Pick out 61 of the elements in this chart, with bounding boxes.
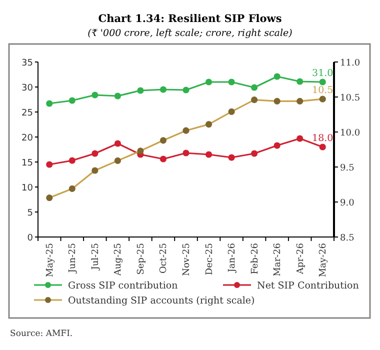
y2-tick-label: 9.5: [340, 164, 355, 174]
point: [274, 73, 280, 80]
source-note: Source: AMFI.: [10, 329, 73, 339]
y-tick-label: 35: [22, 58, 33, 68]
point: [251, 150, 258, 157]
legend-label: Outstanding SIP accounts (right scale): [68, 296, 255, 306]
x-tick-label: Mar-26: [273, 242, 284, 276]
y2-tick-label: 10.5: [340, 94, 360, 104]
point: [205, 78, 212, 86]
x-tick-label: Oct-25: [159, 242, 170, 274]
x-tick-label: Feb-26: [250, 242, 260, 274]
point: [160, 86, 167, 93]
x-tick-label: May-25: [45, 242, 56, 278]
y-tick-label: 30: [22, 84, 34, 94]
point: [205, 151, 212, 158]
x-tick-label: Aug-25: [114, 242, 124, 277]
y-tick-label: 0: [27, 234, 34, 244]
y2-tick-label: 10.0: [340, 128, 360, 138]
y-tick-label: 10: [22, 184, 34, 194]
point: [228, 78, 235, 86]
point: [228, 154, 235, 161]
point: [274, 142, 280, 149]
point: [114, 140, 121, 147]
point: [68, 157, 76, 164]
x-tick-label: Jul-25: [90, 242, 101, 271]
point: [251, 84, 258, 91]
legend-label: Gross SIP contribution: [68, 280, 178, 292]
point: [92, 150, 98, 157]
y-tick-label: 5: [27, 208, 33, 218]
y-tick-label: 25: [22, 108, 33, 118]
point: [114, 92, 121, 100]
chart-subtitle: (₹ '000 crore, left scale; crore, right scale): [88, 28, 293, 39]
point: [296, 135, 304, 142]
y2-tick-label: 9.0: [340, 198, 355, 208]
point: [46, 100, 53, 107]
x-tick-label: Jun-25: [68, 242, 78, 274]
legend-label: Net SIP Contribution: [257, 280, 359, 292]
data-label: 10.5: [312, 85, 334, 96]
point: [68, 97, 76, 104]
y-tick-label: 20: [22, 134, 34, 144]
point: [182, 86, 190, 94]
y2-tick-label: 11.0: [340, 58, 360, 68]
x-tick-label: Apr-26: [296, 242, 306, 276]
point: [182, 150, 190, 156]
x-tick-label: Nov-25: [182, 242, 192, 276]
y-tick-label: 15: [22, 158, 33, 168]
x-tick-label: Dec-25: [204, 242, 215, 276]
data-label: 18.0: [312, 133, 334, 144]
x-tick-label: May-26: [318, 242, 329, 278]
point: [296, 78, 304, 85]
point: [319, 78, 326, 86]
chart-title: Chart 1.34: Resilient SIP Flows: [98, 13, 282, 25]
point: [46, 161, 53, 168]
y2-tick-label: 8.5: [340, 234, 355, 244]
x-tick-label: Sep-25: [136, 242, 146, 275]
point: [160, 156, 167, 162]
point: [319, 144, 326, 150]
x-tick-label: Jan-26: [228, 242, 238, 274]
point: [92, 92, 98, 98]
point: [137, 87, 144, 94]
data-label: 31.0: [312, 68, 334, 79]
